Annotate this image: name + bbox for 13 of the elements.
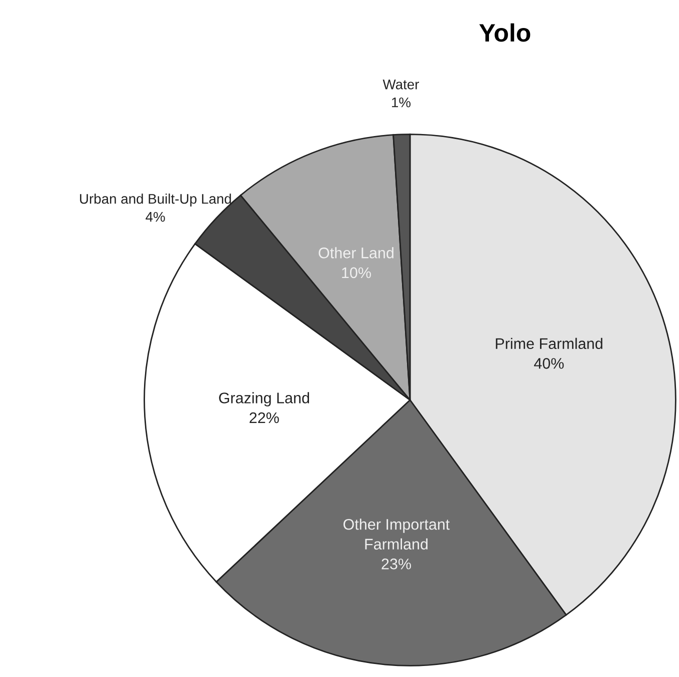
data-label: 10%	[342, 267, 371, 278]
slice-label: Water	[382, 80, 420, 90]
slice-label: Other Land	[318, 247, 394, 258]
data-label: 4%	[146, 212, 165, 222]
data-label: 1%	[392, 98, 411, 108]
slice-label: Grazing Land	[219, 392, 310, 406]
data-label: 22%	[250, 412, 279, 424]
slice-label: Prime Farmland	[496, 338, 602, 350]
slice-label: Urban and Built-Up Land	[80, 194, 231, 207]
data-label: 40%	[534, 358, 564, 369]
slice-label: Other Important Farmland	[343, 518, 450, 550]
chart-title: Yolo	[479, 23, 530, 42]
data-label: 23%	[382, 558, 411, 570]
